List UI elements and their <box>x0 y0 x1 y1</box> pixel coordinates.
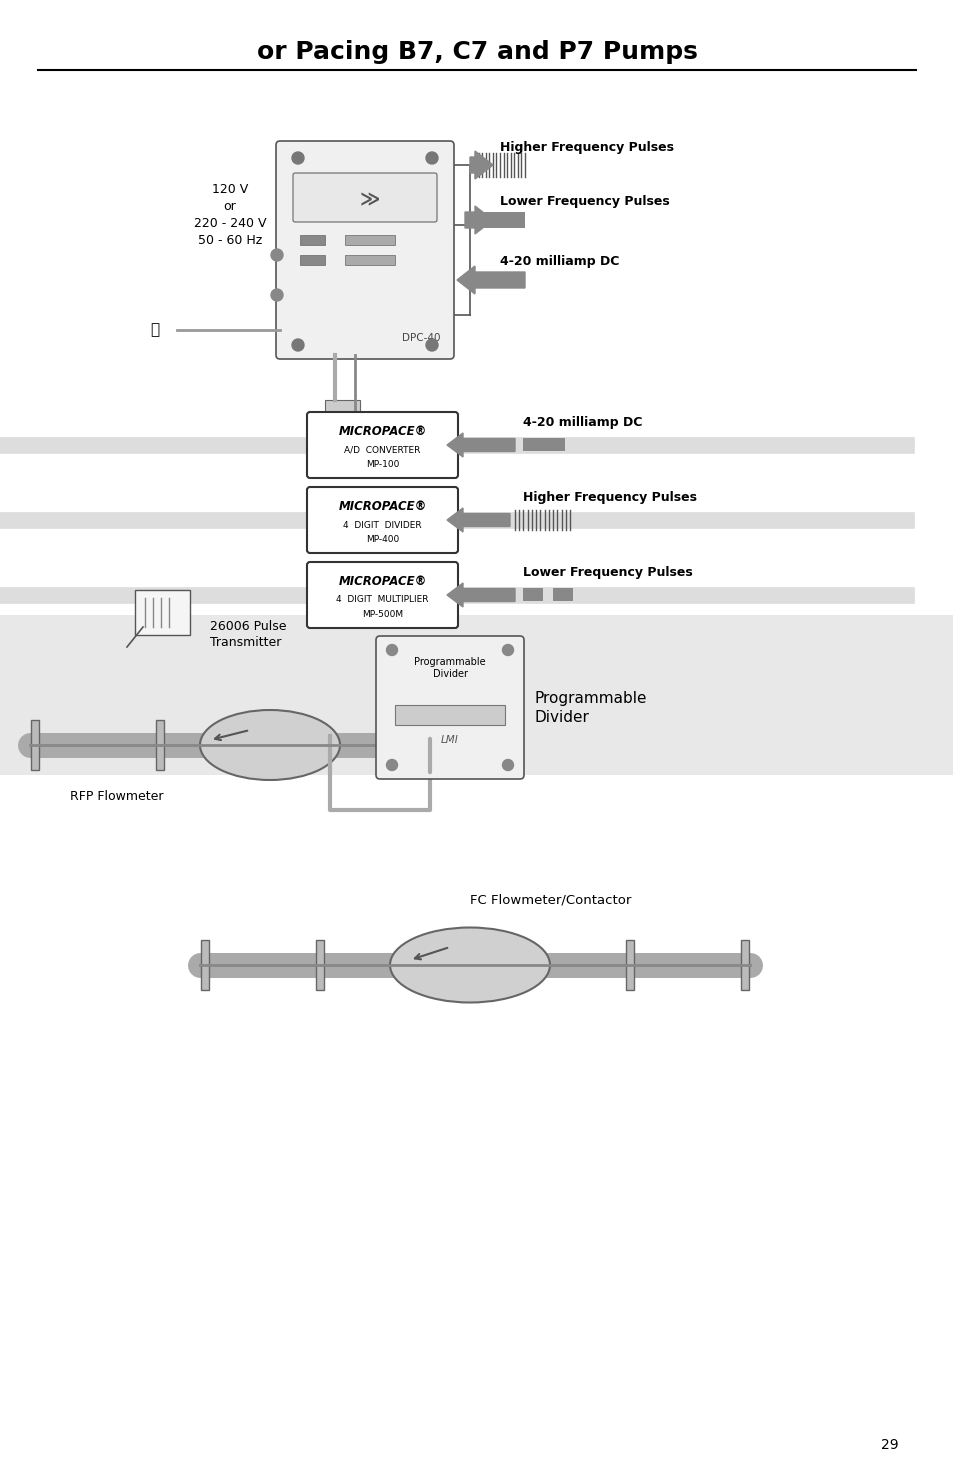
FancyBboxPatch shape <box>293 173 436 223</box>
Text: Lower Frequency Pulses: Lower Frequency Pulses <box>522 566 692 580</box>
Bar <box>315 940 324 990</box>
FancyArrow shape <box>470 150 493 178</box>
Bar <box>522 589 542 602</box>
Ellipse shape <box>200 709 339 780</box>
Circle shape <box>426 152 437 164</box>
FancyArrow shape <box>447 507 510 532</box>
Text: Programmable
Divider: Programmable Divider <box>414 658 485 678</box>
Bar <box>135 590 190 636</box>
Circle shape <box>271 249 283 261</box>
Circle shape <box>271 289 283 301</box>
Text: or Pacing B7, C7 and P7 Pumps: or Pacing B7, C7 and P7 Pumps <box>256 40 697 63</box>
Circle shape <box>502 645 513 655</box>
Circle shape <box>292 339 304 351</box>
Text: Higher Frequency Pulses: Higher Frequency Pulses <box>522 491 697 504</box>
Bar <box>345 235 395 245</box>
Text: ≫: ≫ <box>359 190 380 209</box>
Text: MICROPACE®: MICROPACE® <box>338 425 426 438</box>
Bar <box>345 255 395 266</box>
FancyArrow shape <box>447 583 515 608</box>
Text: MP-500M: MP-500M <box>361 611 402 620</box>
Text: MICROPACE®: MICROPACE® <box>338 575 426 589</box>
Bar <box>30 720 39 770</box>
FancyArrow shape <box>447 434 515 457</box>
Circle shape <box>386 645 397 655</box>
Bar <box>406 720 414 770</box>
Text: 🔌: 🔌 <box>151 323 159 338</box>
Ellipse shape <box>390 928 550 1003</box>
Text: 4-20 milliamp DC: 4-20 milliamp DC <box>499 255 618 268</box>
Bar <box>201 940 209 990</box>
FancyBboxPatch shape <box>275 142 454 358</box>
Bar <box>553 589 573 602</box>
Text: 29: 29 <box>881 1438 898 1451</box>
Circle shape <box>386 760 397 770</box>
Text: LMI: LMI <box>440 735 458 745</box>
FancyArrow shape <box>456 266 524 294</box>
Bar <box>471 720 478 770</box>
Text: DPC-40: DPC-40 <box>401 333 439 344</box>
Text: A/D  CONVERTER: A/D CONVERTER <box>344 445 420 454</box>
Bar <box>156 720 164 770</box>
Bar <box>625 940 634 990</box>
Bar <box>395 705 504 726</box>
Bar <box>0 615 953 774</box>
Text: 4  DIGIT  DIVIDER: 4 DIGIT DIVIDER <box>343 521 421 530</box>
Bar <box>325 400 359 414</box>
Bar <box>740 940 748 990</box>
Bar <box>299 235 325 245</box>
Text: 120 V
or
220 - 240 V
50 - 60 Hz: 120 V or 220 - 240 V 50 - 60 Hz <box>193 183 266 246</box>
Circle shape <box>426 339 437 351</box>
Bar <box>479 212 524 229</box>
Text: Programmable
Divider: Programmable Divider <box>535 692 647 724</box>
Circle shape <box>502 760 513 770</box>
Text: 26006 Pulse
Transmitter: 26006 Pulse Transmitter <box>210 620 286 649</box>
FancyBboxPatch shape <box>307 412 457 478</box>
Text: 4  DIGIT  MULTIPLIER: 4 DIGIT MULTIPLIER <box>335 596 428 605</box>
Text: MICROPACE®: MICROPACE® <box>338 500 426 513</box>
FancyBboxPatch shape <box>307 487 457 553</box>
Text: 4-20 milliamp DC: 4-20 milliamp DC <box>522 416 641 429</box>
FancyArrow shape <box>464 207 493 235</box>
Text: Higher Frequency Pulses: Higher Frequency Pulses <box>499 140 673 153</box>
Circle shape <box>292 152 304 164</box>
Text: RFP Flowmeter: RFP Flowmeter <box>70 791 163 802</box>
Text: Lower Frequency Pulses: Lower Frequency Pulses <box>499 196 669 208</box>
FancyBboxPatch shape <box>375 636 523 779</box>
Text: FC Flowmeter/Contactor: FC Flowmeter/Contactor <box>470 894 631 907</box>
Text: MP-100: MP-100 <box>365 460 398 469</box>
FancyBboxPatch shape <box>307 562 457 628</box>
Text: MP-400: MP-400 <box>366 535 398 544</box>
Bar <box>299 255 325 266</box>
Bar <box>522 438 564 451</box>
